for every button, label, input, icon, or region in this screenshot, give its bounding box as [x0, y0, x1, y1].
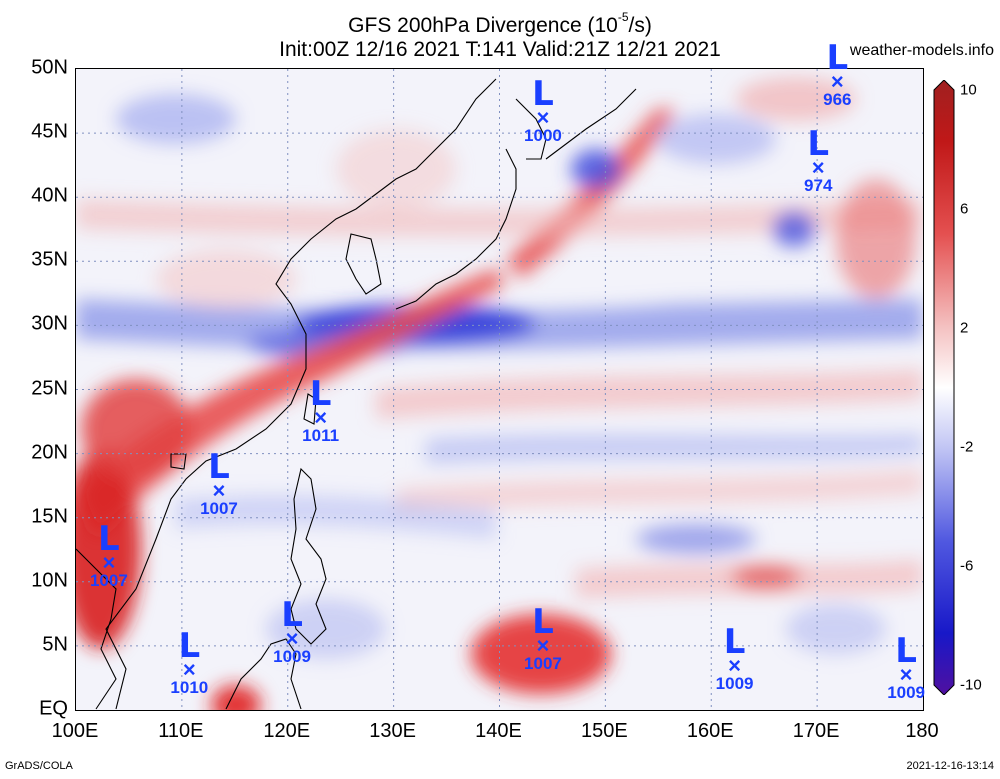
low-marker: L × 1009	[876, 630, 936, 702]
low-marker: L × 1011	[291, 374, 351, 446]
low-pressure-value: 1009	[715, 673, 754, 693]
low-pressure-value: 1010	[170, 677, 209, 697]
low-center-mark: ×	[314, 405, 328, 431]
lat-tick-label: 15N	[31, 505, 68, 528]
low-pressure-value: 1007	[200, 499, 238, 519]
colorbar-tick-label: -10	[960, 676, 982, 694]
colorbar-tick-label: -6	[960, 557, 974, 575]
colorbar	[933, 80, 955, 695]
lon-tick-label: 120E	[263, 720, 311, 742]
low-center-mark: ×	[536, 633, 550, 659]
lon-tick-label: 140E	[475, 720, 522, 742]
low-marker: L × 1009	[262, 594, 322, 666]
coastlines	[76, 78, 637, 710]
lat-tick-label: 35N	[31, 248, 68, 271]
footer-left-text: GrADS/COLA	[5, 760, 73, 772]
low-center-mark: ×	[212, 478, 226, 504]
low-letter: L	[895, 630, 917, 671]
credit-text: weather-models.info	[849, 42, 994, 59]
low-marker: L × 1007	[189, 447, 249, 519]
low-center-mark: ×	[182, 656, 196, 682]
low-letter: L	[532, 74, 554, 115]
divergence-map	[75, 68, 924, 711]
low-center-mark: ×	[830, 69, 844, 95]
low-pressure-value: 966	[823, 90, 852, 110]
low-letter: L	[723, 621, 746, 662]
footer-timestamp: 2021-12-16-13:14	[906, 760, 994, 772]
lat-tick-label: EQ	[39, 697, 68, 720]
lon-tick-label: 170E	[792, 720, 840, 742]
low-pressure-value: 974	[804, 176, 833, 196]
low-marker: L × 966	[807, 38, 867, 110]
low-marker: L × 1000	[513, 74, 573, 146]
low-pressure-value: 1009	[273, 646, 311, 666]
low-letter: L	[208, 447, 230, 488]
chart-title: GFS 200hPa Divergence (10-5/s)	[348, 10, 652, 37]
low-center-mark: ×	[285, 625, 299, 651]
low-pressure-value: 1007	[524, 654, 562, 674]
lon-tick-label: 150E	[581, 720, 628, 742]
low-center-mark: ×	[899, 661, 913, 687]
lat-tick-label: 40N	[31, 184, 68, 207]
lat-tick-label: 45N	[31, 120, 68, 143]
colorbar-tick-label: 10	[960, 81, 977, 99]
lat-tick-label: 30N	[31, 312, 68, 335]
low-center-mark: ×	[728, 652, 742, 678]
lat-tick-label: 10N	[31, 569, 68, 592]
lat-tick-label: 25N	[31, 377, 68, 399]
lon-tick-label: 160E	[686, 720, 734, 742]
low-pressure-value: 1009	[887, 682, 926, 702]
low-marker: L × 1007	[79, 519, 139, 591]
chart-subtitle: Init:00Z 12/16 2021 T:141 Valid:21Z 12/2…	[279, 38, 721, 61]
low-letter: L	[807, 124, 830, 165]
lat-tick-label: 50N	[31, 56, 68, 79]
low-marker: L × 974	[788, 124, 848, 196]
low-pressure-value: 1000	[524, 126, 562, 146]
lon-tick-label: 100E	[51, 720, 99, 742]
map-svg	[76, 69, 923, 710]
lon-tick-label: 110E	[158, 720, 204, 742]
low-marker: L × 1009	[705, 621, 765, 693]
lon-tick-label: 130E	[369, 720, 416, 742]
low-letter: L	[532, 602, 554, 643]
low-marker: L × 1007	[513, 602, 573, 674]
low-pressure-value: 1007	[89, 571, 128, 591]
low-letter: L	[178, 625, 201, 666]
lon-tick-label: 180	[905, 720, 939, 742]
low-letter: L	[281, 594, 303, 635]
low-center-mark: ×	[102, 550, 116, 576]
colorbar-tick-label: 6	[960, 200, 969, 218]
low-center-mark: ×	[536, 105, 550, 131]
low-pressure-value: 1011	[302, 426, 340, 446]
low-center-mark: ×	[811, 155, 825, 181]
lat-tick-label: 5N	[42, 633, 68, 656]
low-letter: L	[826, 38, 849, 79]
low-marker: L × 1010	[159, 625, 219, 697]
gridlines	[76, 69, 923, 710]
low-letter: L	[98, 519, 120, 560]
colorbar-tick-label: -2	[960, 438, 974, 456]
low-letter: L	[309, 374, 332, 415]
lat-tick-label: 20N	[31, 441, 68, 464]
colorbar-tick-label: 2	[960, 319, 969, 337]
